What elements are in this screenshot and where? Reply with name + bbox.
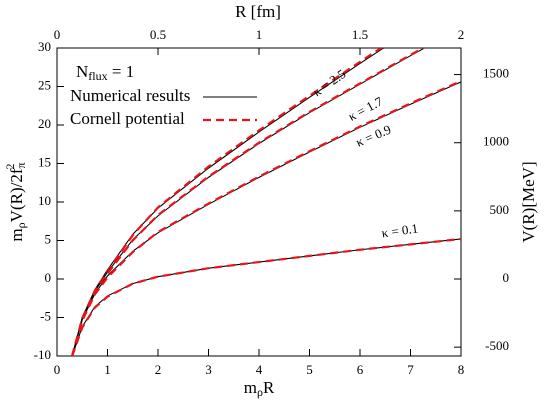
legend-label: Cornell potential [70,109,185,128]
x-tick-label: 8 [458,362,465,377]
cornell-curve [71,48,426,356]
plot-area [71,48,461,356]
y-tick-label: -10 [34,347,51,362]
y2-axis-title: V(R)[MeV] [519,161,538,242]
x-tick-label: 5 [306,362,313,377]
x-axis-title: mρR [244,378,275,399]
x2-tick-label: 0 [54,27,61,42]
y2-tick-label: 0 [503,270,510,285]
y-axis-title: mρV(R)/2fπ2 [3,162,28,241]
y-tick-label: -5 [40,308,51,323]
y-axis-title-part: ρ [14,222,28,228]
annotation-part: N [76,62,88,81]
numerical-curve [71,238,461,356]
y-axis-title-part: 2 [3,163,17,169]
x2-tick-label: 0.5 [150,27,166,42]
x-tick-label: 3 [205,362,212,377]
x2-tick-label: 1.5 [352,27,368,42]
numerical-curve [71,48,385,356]
y-axis-title-part: m [7,228,26,241]
x2-tick-label: 1 [256,27,263,42]
y-tick-label: 25 [38,77,51,92]
annotation-part: flux [88,69,107,83]
x-tick-label: 0 [54,362,61,377]
y-axis-title-part: π [14,162,28,168]
y-tick-label: 30 [38,39,51,54]
y-tick-label: 0 [45,270,52,285]
x-tick-label: 6 [357,362,364,377]
y2-tick-label: 1000 [483,134,509,149]
x-tick-label: 2 [155,362,162,377]
x2-tick-label: 2 [458,27,465,42]
x-tick-label: 7 [407,362,414,377]
x-axis-title-part: ρ [257,385,263,399]
curve-label: κ = 0.1 [381,221,419,241]
legend-label: Numerical results [70,86,190,105]
y-tick-label: 15 [38,154,51,169]
x-tick-label: 4 [256,362,263,377]
y-tick-label: 5 [45,231,52,246]
annotation: Nflux = 1 [76,62,134,83]
y2-tick-label: -500 [485,338,509,353]
curve-label: κ = 1.7 [346,93,386,124]
cornell-curve [71,48,384,356]
cornell-curve [71,237,461,356]
x-axis-title-part: R [263,378,275,397]
annotation-part: = 1 [108,62,135,81]
x-axis-title-part: m [244,378,257,397]
y2-tick-label: 1500 [483,66,509,81]
y2-tick-label: 500 [490,202,510,217]
x-tick-label: 1 [104,362,111,377]
x2-axis-title: R [fm] [235,2,281,21]
y-tick-label: 20 [38,116,51,131]
y-axis-title-part: V(R)/2f [7,168,26,222]
cornell-curve [71,80,461,356]
y-tick-label: 10 [38,193,51,208]
